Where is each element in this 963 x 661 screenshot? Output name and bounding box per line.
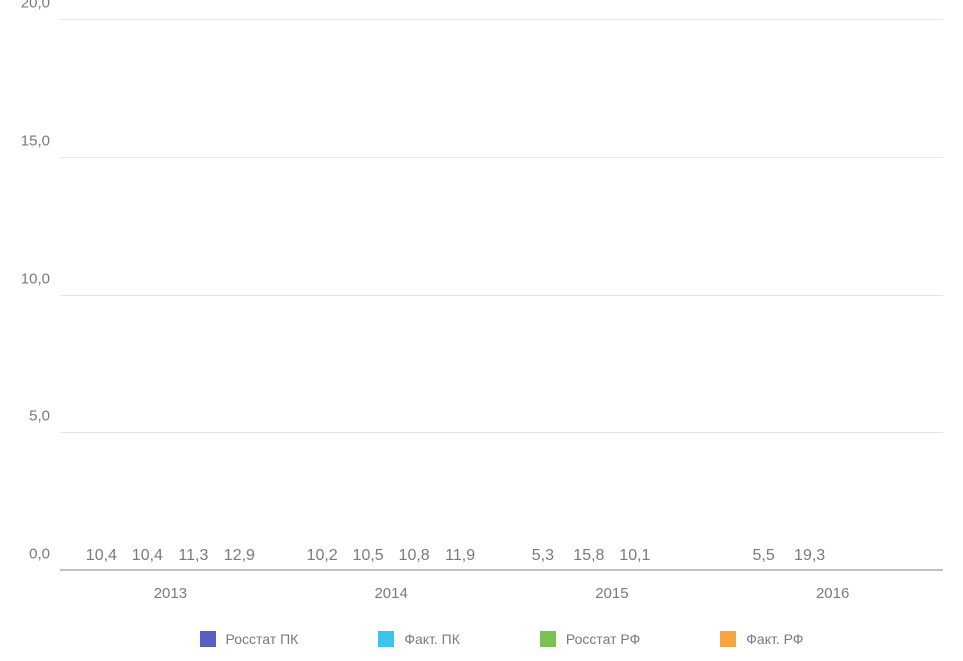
bar-cluster: 10,4 10,4 11,3 12,9 bbox=[78, 20, 262, 571]
bar-value-label: 10,5 bbox=[353, 547, 384, 565]
bar-value-label: 5,5 bbox=[753, 547, 775, 565]
y-tick-label: 5,0 bbox=[29, 408, 60, 425]
bar-value-label: 12,9 bbox=[224, 547, 255, 565]
bar-cluster: 5,3 15,8 10,1 bbox=[520, 20, 704, 571]
x-tick-label: 2015 bbox=[595, 585, 628, 602]
y-tick-label: 15,0 bbox=[21, 132, 60, 149]
legend-swatch bbox=[540, 631, 556, 647]
legend-label: Росстат РФ bbox=[566, 631, 640, 647]
bar-value-label: 10,8 bbox=[399, 547, 430, 565]
legend-item: Росстат ПК bbox=[200, 631, 299, 647]
bar-cluster: 5,5 19,3 bbox=[741, 20, 925, 571]
bar-value-label: 10,4 bbox=[86, 547, 117, 565]
bar-groups: 10,410,411,312,9201310,210,510,811,92014… bbox=[60, 20, 943, 571]
y-tick-label: 0,0 bbox=[29, 546, 60, 563]
bar-value-label: 10,4 bbox=[132, 547, 163, 565]
bar-value-label: 10,1 bbox=[619, 547, 650, 565]
legend-item: Факт. РФ bbox=[720, 631, 803, 647]
bar-group: 10,210,510,811,92014 bbox=[281, 20, 502, 571]
x-tick-label: 2016 bbox=[816, 585, 849, 602]
bar-group: 5,315,810,12015 bbox=[502, 20, 723, 571]
bar-value-label: 5,3 bbox=[532, 547, 554, 565]
bar-chart: 0,0 5,0 10,0 15,0 20,0 10,4 10,4 11,3 12,9 2013 10… bbox=[0, 0, 963, 661]
y-tick-label: 10,0 bbox=[21, 270, 60, 287]
legend-swatch bbox=[200, 631, 216, 647]
legend-label: Факт. РФ bbox=[746, 631, 803, 647]
legend-item: Факт. ПК bbox=[378, 631, 460, 647]
legend-label: Росстат ПК bbox=[226, 631, 299, 647]
legend-swatch bbox=[378, 631, 394, 647]
legend-label: Факт. ПК bbox=[404, 631, 460, 647]
bar-value-label: 19,3 bbox=[794, 547, 825, 565]
x-tick-label: 2013 bbox=[154, 585, 187, 602]
bar-value-label: 10,2 bbox=[307, 547, 338, 565]
bar-value-label: 11,3 bbox=[178, 547, 208, 565]
bar-value-label: 15,8 bbox=[573, 547, 604, 565]
bar-cluster: 10,2 10,5 10,8 11,9 bbox=[299, 20, 483, 571]
bar-group: 10,410,411,312,92013 bbox=[60, 20, 281, 571]
legend-swatch bbox=[720, 631, 736, 647]
plot-area: 0,05,010,015,020,010,410,411,312,9201310… bbox=[60, 20, 943, 571]
bar-group: 5,519,32016 bbox=[722, 20, 943, 571]
legend: Росстат ПК Факт. ПК Росстат РФ Факт. РФ bbox=[60, 631, 943, 647]
x-tick-label: 2014 bbox=[374, 585, 407, 602]
y-tick-label: 20,0 bbox=[21, 0, 60, 12]
legend-item: Росстат РФ bbox=[540, 631, 640, 647]
bar-value-label: 11,9 bbox=[445, 547, 475, 565]
